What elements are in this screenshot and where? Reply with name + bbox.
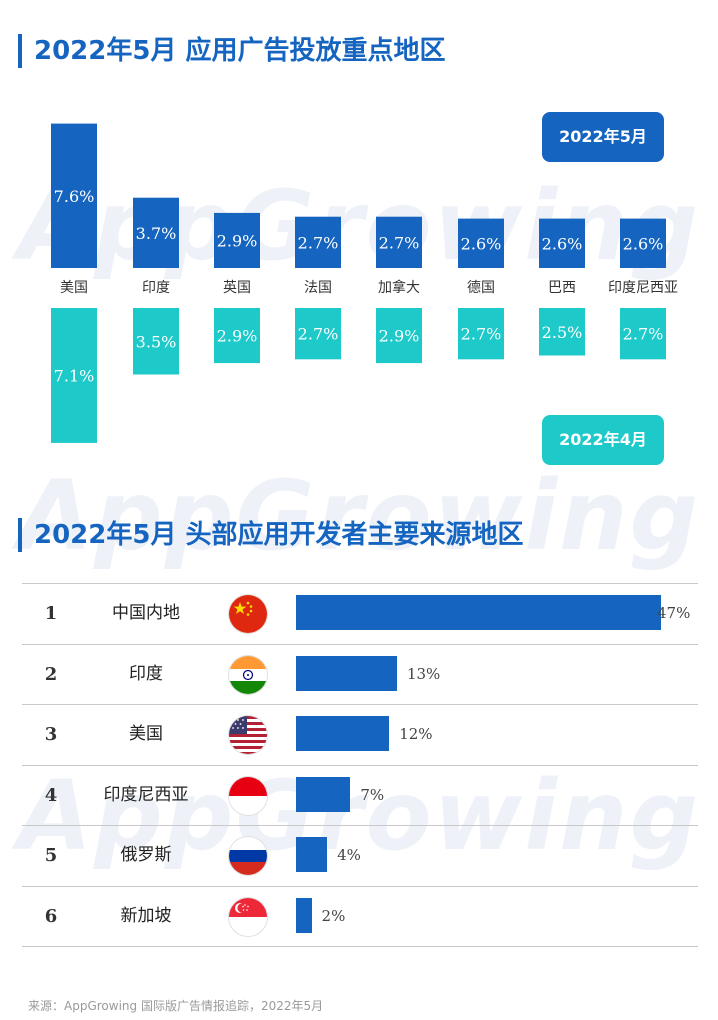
category-label-4: 加拿大 (378, 279, 420, 296)
value-label: 2% (321, 906, 346, 925)
label-apr-2: 2.9% (217, 327, 258, 346)
usa-flag-icon (228, 715, 268, 755)
label-may-6: 2.6% (542, 234, 583, 253)
label-apr-0: 7.1% (54, 366, 95, 385)
category-label-6: 巴西 (548, 280, 576, 296)
value-label: 47% (657, 604, 691, 622)
region-bar-chart: 7.6% 美国 7.1% 3.7% 印度 3.5% 2.9% 英国 2.9% 2.7% 法国 2.7%… (51, 123, 678, 443)
value-bar (296, 655, 397, 691)
source-note: 来源：AppGrowing 国际版广告情报追踪，2022年5月 (28, 999, 324, 1013)
category-label-5: 德国 (467, 280, 495, 296)
label-apr-5: 2.7% (461, 325, 502, 344)
region-name: 中国内地 (112, 603, 180, 623)
bar-may-6 (539, 218, 585, 268)
bar-may-2 (214, 212, 260, 268)
section-title-ad-regions: 2022年5月 应用广告投放重点地区 (18, 34, 446, 68)
russia-flag-icon (228, 836, 268, 876)
value-bar (296, 716, 390, 751)
rank-number: 2 (44, 663, 58, 685)
indonesia-flag-icon (228, 775, 268, 816)
label-may-4: 2.7% (379, 233, 420, 252)
bar-apr-3 (295, 308, 341, 360)
table-row: 5 俄罗斯 4% (22, 826, 698, 887)
region-name: 印度 (129, 663, 163, 684)
value-label: 12% (399, 725, 433, 743)
bar-may-1 (133, 197, 179, 268)
singapore-flag-icon (228, 896, 268, 937)
value-bar (296, 776, 351, 812)
region-name: 俄罗斯 (120, 845, 172, 865)
label-apr-6: 2.5% (542, 323, 583, 342)
label-apr-3: 2.7% (298, 325, 339, 344)
label-may-0: 7.6% (54, 187, 95, 206)
bar-apr-5 (458, 308, 504, 360)
bar-apr-6 (539, 308, 585, 356)
bar-apr-1 (133, 308, 179, 375)
watermark-middle: AppGrowing (17, 460, 701, 572)
rank-number: 1 (44, 603, 58, 624)
bar-may-5 (458, 218, 504, 268)
rank-number: 6 (44, 905, 58, 927)
bar-apr-2 (214, 308, 260, 364)
rank-number: 5 (44, 845, 58, 866)
value-bar (296, 595, 661, 630)
table-row: 2 印度 13% (22, 645, 698, 705)
bar-may-0 (51, 123, 97, 268)
section-title-developer-regions: 2022年5月 头部应用开发者主要来源地区 (18, 518, 524, 552)
region-name: 印度尼西亚 (103, 784, 189, 805)
table-row: 3 美国 12% (22, 705, 698, 766)
bar-may-7 (620, 218, 666, 268)
label-may-1: 3.7% (136, 224, 177, 243)
label-apr-7: 2.7% (623, 325, 664, 344)
bar-may-4 (376, 216, 422, 268)
bar-apr-4 (376, 308, 422, 364)
rank-number: 3 (44, 724, 58, 745)
table-row: 1 中国内地 47% (22, 583, 698, 645)
label-apr-1: 3.5% (136, 332, 177, 351)
india-flag-icon (228, 654, 268, 695)
china-flag-icon (228, 594, 268, 634)
badge-may-2022: 2022年5月 (542, 112, 664, 162)
category-label-0: 美国 (60, 280, 88, 296)
region-name: 美国 (129, 724, 163, 744)
region-name: 新加坡 (120, 905, 172, 926)
bar-apr-0 (51, 308, 97, 443)
value-label: 13% (406, 664, 441, 683)
rank-number: 4 (44, 784, 58, 806)
label-may-5: 2.6% (461, 234, 502, 253)
value-label: 4% (337, 846, 361, 864)
value-bar (296, 897, 312, 933)
label-may-7: 2.6% (623, 234, 664, 253)
bar-may-3 (295, 216, 341, 268)
developer-ranking-table: 1 中国内地 47% 2 印度 13% 3 美国 12% 4 印度尼西亚 7% 5 俄罗斯 4% 6 新加坡 2% (22, 583, 698, 947)
label-may-3: 2.7% (298, 233, 339, 252)
table-row: 4 印度尼西亚 7% (22, 766, 698, 826)
category-label-7: 印度尼西亚 (608, 280, 678, 296)
category-label-2: 英国 (223, 279, 251, 296)
label-may-2: 2.9% (217, 231, 258, 250)
value-label: 7% (360, 785, 385, 804)
category-label-1: 印度 (142, 280, 170, 296)
label-apr-4: 2.9% (379, 327, 420, 346)
bar-apr-7 (620, 308, 666, 360)
table-row: 6 新加坡 2% (22, 887, 698, 947)
badge-apr-2022: 2022年4月 (542, 415, 664, 465)
category-label-3: 法国 (304, 280, 332, 296)
value-bar (296, 837, 328, 872)
